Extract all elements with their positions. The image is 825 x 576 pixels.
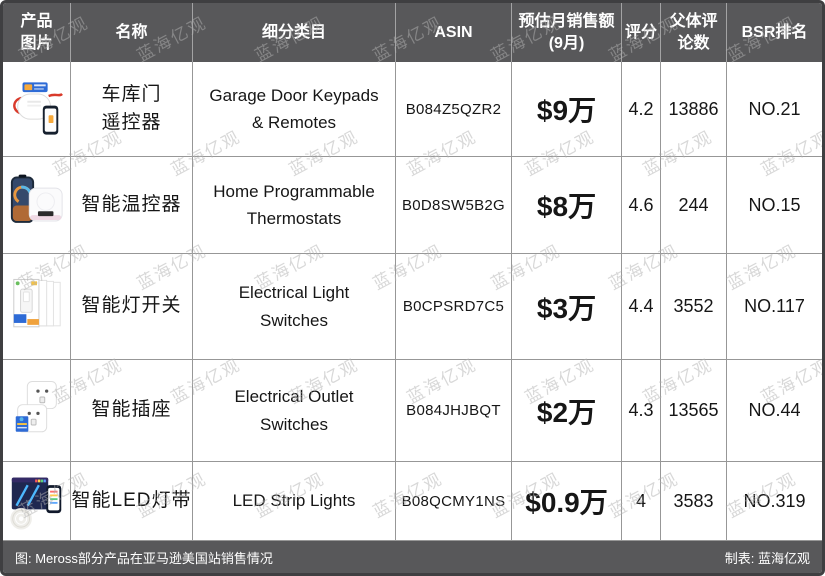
table-row-1-parent-reviews: 13886 [661, 62, 727, 157]
table-row-2-name: 智能温控器 [71, 157, 193, 254]
table-row-5-parent-reviews: 3583 [661, 462, 727, 541]
table-row-3-name: 智能灯开关 [71, 254, 193, 360]
table-row-3-asin: B0CPSRD7C5 [396, 254, 512, 360]
smart-light-switch-photo-icon [12, 278, 61, 328]
table-row-4-bsr-rank: NO.44 [727, 360, 822, 462]
table-row-1-rating: 4.2 [622, 62, 661, 157]
table-row-2-bsr-rank: NO.15 [727, 157, 822, 254]
column-header-category: 细分类目 [193, 3, 396, 62]
table: 产品 图片 名称 细分类目 ASIN 预估月销售额 (9月) 评分 父体评 论数… [3, 3, 822, 573]
table-row-4-asin: B084JHJBQT [396, 360, 512, 462]
column-header-monthly-sales: 预估月销售额 (9月) [512, 3, 622, 62]
table-row-3-rating: 4.4 [622, 254, 661, 360]
table-row-5-monthly-sales: $0.9万 [512, 462, 622, 541]
table-row-5-asin: B08QCMY1NS [396, 462, 512, 541]
column-header-product-image: 产品 图片 [3, 3, 71, 62]
table-row-5-product-photo [3, 462, 71, 541]
table-row-1-name: 车库门 遥控器 [71, 62, 193, 157]
column-header-bsr-rank: BSR排名 [727, 3, 822, 62]
table-row-3-parent-reviews: 3552 [661, 254, 727, 360]
table-row-3-monthly-sales: $3万 [512, 254, 622, 360]
table-row-3-product-photo [3, 254, 71, 360]
table-row-1-product-photo [3, 62, 71, 157]
table-row-2-monthly-sales: $8万 [512, 157, 622, 254]
column-header-name: 名称 [71, 3, 193, 62]
footer-caption: 图: Meross部分产品在亚马逊美国站销售情况 [15, 550, 273, 566]
table-row-4-parent-reviews: 13565 [661, 360, 727, 462]
table-row-4-rating: 4.3 [622, 360, 661, 462]
footer-credit: 制表: 蓝海亿观 [724, 550, 810, 566]
table-row-1-asin: B084Z5QZR2 [396, 62, 512, 157]
table-row-2-asin: B0D8SW5B2G [396, 157, 512, 254]
table-row-4-name: 智能插座 [71, 360, 193, 462]
table-row-5-rating: 4 [622, 462, 661, 541]
table-row-2-parent-reviews: 244 [661, 157, 727, 254]
table-row-4-product-photo [3, 360, 71, 462]
table-row-2-category: Home Programmable Thermostats [193, 157, 396, 254]
table-row-5-category: LED Strip Lights [193, 462, 396, 541]
table-row-4-category: Electrical Outlet Switches [193, 360, 396, 462]
column-header-parent-reviews: 父体评 论数 [661, 3, 727, 62]
smart-thermostat-photo-icon [10, 174, 63, 223]
column-header-rating: 评分 [622, 3, 661, 62]
column-header-asin: ASIN [396, 3, 512, 62]
table-row-5-name: 智能LED灯带 [71, 462, 193, 541]
table-row-2-rating: 4.6 [622, 157, 661, 254]
smart-plug-photo-icon [15, 381, 57, 433]
table-row-1-monthly-sales: $9万 [512, 62, 622, 157]
table-row-2-product-photo [3, 157, 71, 254]
table-row-3-category: Electrical Light Switches [193, 254, 396, 360]
table-footer: 图: Meross部分产品在亚马逊美国站销售情况 制表: 蓝海亿观 [3, 541, 822, 573]
table-row-1-category: Garage Door Keypads & Remotes [193, 62, 396, 157]
table-row-4-monthly-sales: $2万 [512, 360, 622, 462]
table-row-3-bsr-rank: NO.117 [727, 254, 822, 360]
garage-door-opener-photo-icon [12, 81, 63, 135]
table-row-1-bsr-rank: NO.21 [727, 62, 822, 157]
led-strip-lights-photo-icon [9, 477, 61, 530]
table-row-5-bsr-rank: NO.319 [727, 462, 822, 541]
